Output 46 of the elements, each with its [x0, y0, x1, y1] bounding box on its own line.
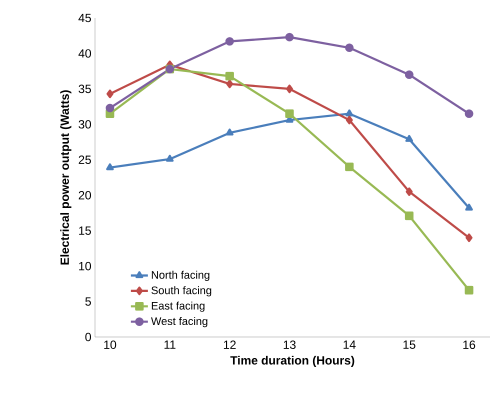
- x-axis-title: Time duration (Hours): [230, 356, 354, 367]
- y-tick-label: 40: [78, 49, 92, 58]
- x-tick-label: 10: [104, 340, 116, 349]
- point: [405, 134, 414, 142]
- x-tick-label: 12: [224, 340, 236, 349]
- point: [345, 43, 354, 52]
- x-tick-label: 13: [284, 340, 296, 349]
- legend-label: West facing: [151, 317, 208, 328]
- point: [106, 90, 114, 98]
- x-tick-label: 11: [164, 340, 176, 349]
- point: [464, 286, 474, 294]
- point: [466, 233, 473, 242]
- y-tick-label: 45: [78, 14, 91, 22]
- y-tick-label: 35: [78, 84, 91, 94]
- point: [404, 212, 414, 220]
- y-tick-label: 5: [85, 297, 91, 306]
- point: [285, 109, 294, 118]
- legend-label: South facing: [151, 286, 212, 296]
- point: [166, 154, 174, 162]
- point: [106, 104, 114, 112]
- point: [345, 162, 354, 172]
- point: [464, 109, 474, 118]
- point: [225, 72, 234, 80]
- y-tick-label: 20: [78, 190, 92, 200]
- point: [406, 187, 413, 196]
- x-tick-label: 15: [403, 340, 416, 349]
- point: [226, 80, 234, 88]
- point: [465, 204, 473, 211]
- point: [346, 116, 353, 124]
- legend-label: North facing: [152, 270, 210, 281]
- y-tick-label: 15: [79, 226, 91, 235]
- y-tick-label: 25: [78, 156, 91, 164]
- y-tick-label: 30: [78, 120, 92, 129]
- point: [404, 70, 414, 79]
- point: [286, 84, 293, 94]
- x-tick-label: 14: [344, 340, 356, 349]
- y-tick-label: 0: [85, 332, 92, 342]
- point: [226, 128, 234, 136]
- legend-label: East facing: [152, 302, 204, 312]
- y-tick-label: 10: [79, 262, 92, 270]
- y-axis-title: Electrical power output (Watts): [60, 90, 72, 264]
- point: [106, 163, 114, 170]
- x-tick-label: 16: [463, 340, 476, 349]
- point: [225, 37, 234, 46]
- point: [346, 109, 354, 116]
- point: [285, 32, 294, 42]
